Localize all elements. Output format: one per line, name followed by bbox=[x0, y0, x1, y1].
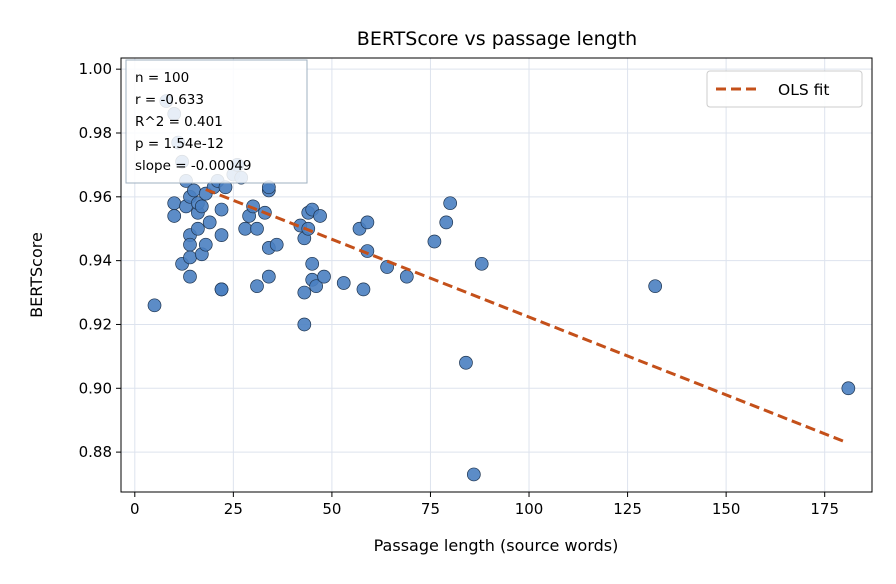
data-point bbox=[183, 269, 197, 284]
data-point bbox=[187, 183, 201, 198]
data-point bbox=[183, 250, 197, 265]
data-point bbox=[238, 221, 253, 236]
legend: OLS fit bbox=[706, 70, 863, 108]
data-point bbox=[167, 196, 182, 211]
stats-line-n: n = 100 bbox=[135, 70, 189, 86]
data-point bbox=[427, 234, 442, 249]
data-point bbox=[198, 237, 213, 252]
x-tick-label: 50 bbox=[322, 500, 341, 518]
data-point bbox=[841, 381, 856, 396]
data-point bbox=[317, 269, 331, 284]
plot-frame bbox=[120, 57, 873, 493]
data-point bbox=[305, 256, 320, 271]
fit-line-layer bbox=[205, 188, 845, 443]
legend-fit-label: OLS fit bbox=[778, 81, 829, 99]
data-point bbox=[297, 317, 312, 332]
stats-line-p: p = 1.54e-12 bbox=[135, 136, 224, 152]
data-point bbox=[443, 196, 458, 211]
stats-box: n = 100 r = -0.633 R^2 = 0.401 p = 1.54e… bbox=[125, 59, 308, 184]
data-point bbox=[360, 215, 375, 230]
data-point bbox=[194, 199, 209, 214]
data-point bbox=[261, 269, 276, 284]
y-tick-label: 0.98 bbox=[79, 124, 112, 142]
ols-fit-line bbox=[205, 188, 845, 443]
y-tick-label: 0.94 bbox=[79, 252, 112, 270]
y-tick-label: 0.96 bbox=[79, 188, 112, 206]
data-point bbox=[269, 237, 284, 252]
x-tick-label: 150 bbox=[712, 500, 741, 518]
x-tick-label: 100 bbox=[515, 500, 544, 518]
y-axis-ticks: 0.88 0.90 0.92 0.94 0.96 0.98 1.00 bbox=[79, 60, 121, 461]
data-point bbox=[214, 228, 229, 242]
x-tick-label: 175 bbox=[810, 500, 839, 518]
x-tick-label: 0 bbox=[130, 500, 140, 518]
data-point bbox=[356, 282, 371, 297]
stats-line-slope: slope = -0.00049 bbox=[135, 158, 252, 174]
data-point bbox=[399, 269, 414, 284]
y-axis-label: BERTScore bbox=[27, 232, 46, 318]
x-tick-label: 125 bbox=[613, 500, 642, 518]
data-point bbox=[459, 355, 473, 370]
y-tick-label: 0.92 bbox=[79, 315, 112, 333]
grid bbox=[121, 58, 872, 492]
y-tick-label: 1.00 bbox=[79, 60, 112, 78]
data-point bbox=[214, 282, 229, 297]
data-point bbox=[214, 202, 229, 217]
y-tick-label: 0.88 bbox=[79, 443, 112, 461]
legend-frame bbox=[706, 70, 863, 108]
x-axis-label: Passage length (source words) bbox=[374, 536, 619, 555]
data-point bbox=[336, 276, 351, 290]
data-point bbox=[309, 279, 323, 294]
data-point bbox=[466, 467, 481, 482]
chart-title: BERTScore vs passage length bbox=[357, 28, 637, 50]
data-point bbox=[202, 215, 217, 230]
data-point bbox=[474, 256, 489, 271]
data-point bbox=[250, 221, 264, 236]
data-point bbox=[648, 279, 663, 294]
stats-line-r: r = -0.633 bbox=[135, 92, 204, 108]
y-tick-label: 0.90 bbox=[79, 379, 112, 397]
x-axis-ticks: 0 25 50 75 100 125 150 175 bbox=[130, 492, 839, 518]
x-tick-label: 75 bbox=[421, 500, 440, 518]
data-point bbox=[313, 209, 327, 223]
data-point bbox=[147, 298, 162, 313]
data-point bbox=[167, 209, 182, 223]
stats-box-frame bbox=[125, 59, 308, 184]
data-point bbox=[191, 221, 205, 236]
data-point bbox=[439, 215, 454, 230]
data-point bbox=[297, 285, 312, 300]
data-point bbox=[250, 279, 264, 294]
x-tick-label: 25 bbox=[224, 500, 243, 518]
data-point bbox=[183, 237, 197, 252]
stats-line-r2: R^2 = 0.401 bbox=[135, 114, 223, 130]
